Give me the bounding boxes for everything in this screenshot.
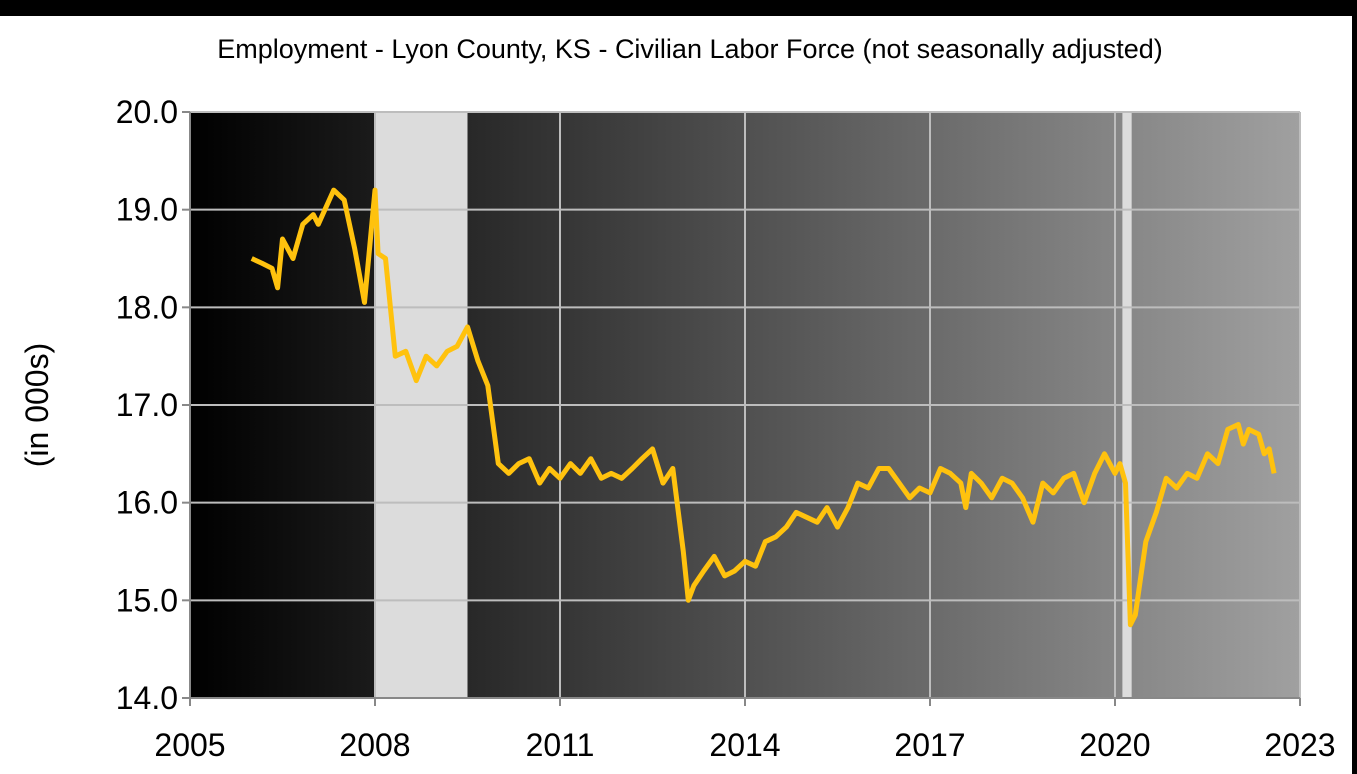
x-tick-label: 2023 xyxy=(1264,727,1335,763)
y-tick-label: 14.0 xyxy=(116,680,178,716)
x-tick-label: 2011 xyxy=(526,727,595,763)
chart-title: Employment - Lyon County, KS - Civilian … xyxy=(217,34,1162,64)
top-frame xyxy=(0,0,1357,16)
y-tick-label: 17.0 xyxy=(116,387,178,423)
x-tick-label: 2017 xyxy=(894,727,965,763)
y-tick-label: 15.0 xyxy=(116,582,178,618)
x-tick-label: 2014 xyxy=(709,727,780,763)
data-line xyxy=(250,187,1277,628)
y-tick-label: 16.0 xyxy=(116,485,178,521)
x-tick-label: 2008 xyxy=(339,727,410,763)
x-tick-label: 2020 xyxy=(1079,727,1150,763)
y-axis-label: (in 000s) xyxy=(19,343,55,468)
right-frame xyxy=(1352,0,1357,774)
y-tick-label: 18.0 xyxy=(116,289,178,325)
x-tick-label: 2005 xyxy=(154,727,225,763)
y-tick-label: 19.0 xyxy=(116,192,178,228)
y-tick-label: 20.0 xyxy=(116,94,178,130)
